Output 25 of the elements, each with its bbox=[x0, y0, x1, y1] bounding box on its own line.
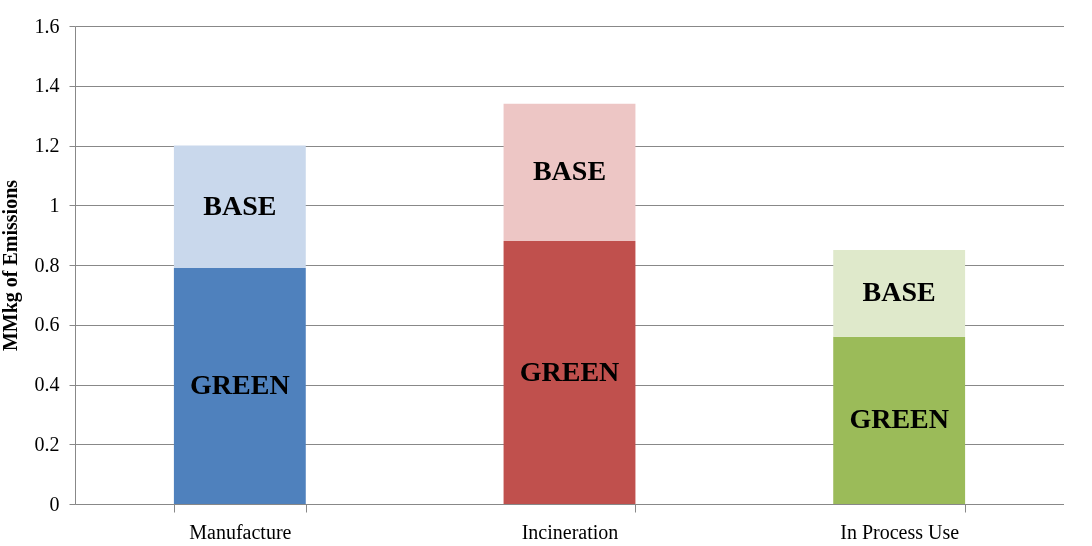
y-tick-label: 1.6 bbox=[34, 14, 60, 37]
bar bbox=[503, 241, 636, 504]
x-tick-label: Incineration bbox=[521, 520, 619, 543]
y-tick-label: 0.2 bbox=[34, 432, 60, 455]
bar bbox=[173, 145, 306, 268]
text: GREEN bbox=[519, 355, 620, 387]
y-tick-label: 1.4 bbox=[34, 74, 60, 97]
y-tick-label: 1.2 bbox=[34, 134, 60, 156]
y-tick-label: 1 bbox=[49, 193, 60, 216]
bar bbox=[833, 336, 966, 504]
series-label: GREEN bbox=[190, 368, 290, 400]
series-label: BASE bbox=[862, 276, 936, 308]
y-tick-label: 0 bbox=[49, 492, 60, 515]
bar bbox=[503, 103, 636, 242]
x-tick-label: In Process Use bbox=[840, 520, 960, 543]
y-axis-title: MMkg of Emissions bbox=[0, 179, 22, 352]
y-tick-label: 0.4 bbox=[34, 373, 60, 395]
text: GREEN bbox=[849, 403, 949, 435]
bar bbox=[833, 250, 966, 337]
text: BASE bbox=[532, 155, 607, 187]
bar bbox=[173, 267, 306, 504]
y-tick-label: 0.6 bbox=[34, 313, 60, 336]
y-tick-label: 0.8 bbox=[34, 253, 60, 276]
text: BASE bbox=[203, 189, 277, 221]
x-tick-label: Manufacture bbox=[189, 520, 292, 543]
